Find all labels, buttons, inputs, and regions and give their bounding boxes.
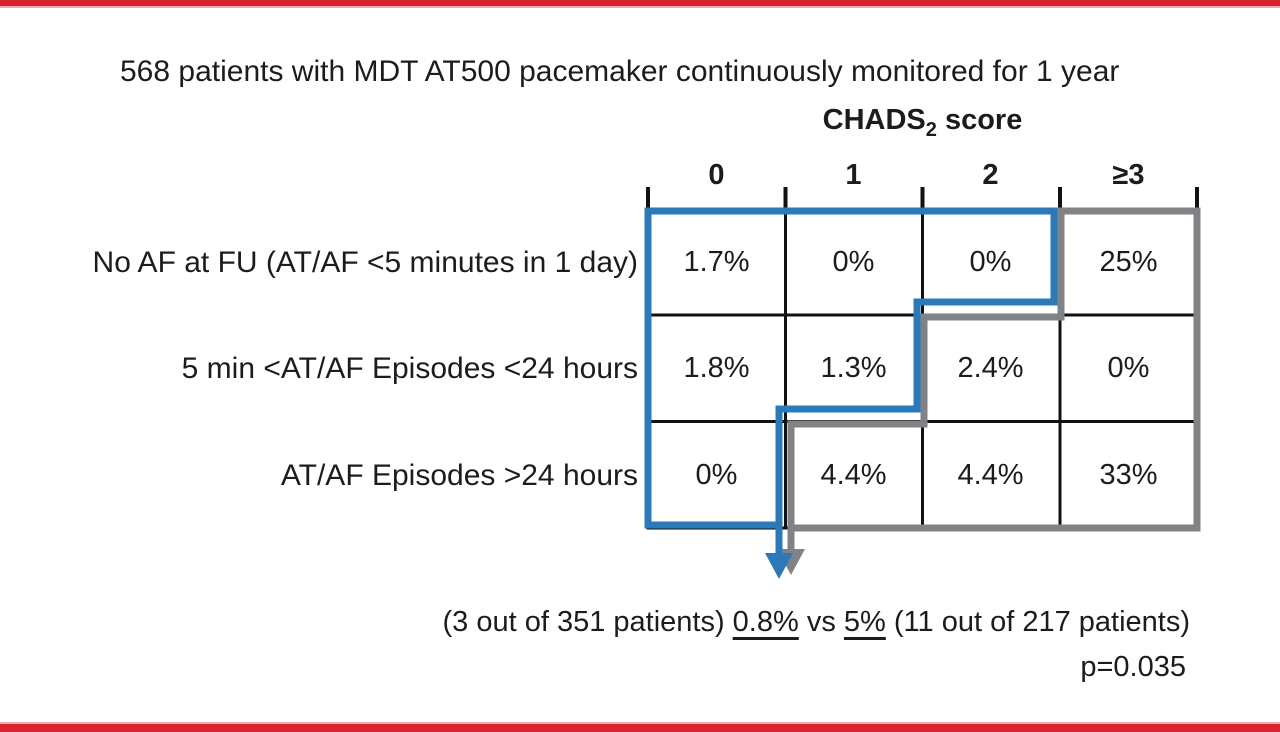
row-label-over-24h: AT/AF Episodes >24 hours <box>280 459 638 492</box>
comparison-prefix: (3 out of 351 patients) <box>442 606 733 638</box>
low-risk-percentage: 0.8% <box>732 606 799 638</box>
row-label-5min-24h: 5 min <AT/AF Episodes <24 hours <box>181 352 638 385</box>
col-header-2: 2 <box>982 159 999 191</box>
top-red-rule <box>0 0 1280 6</box>
col-header-1: 1 <box>845 159 862 191</box>
comparison-suffix: (11 out of 217 patients) <box>885 606 1190 638</box>
cell-r0-c2: 0% <box>969 246 1012 278</box>
column-group-header-suffix: score <box>936 104 1023 136</box>
bottom-red-rule-edge <box>0 722 1280 724</box>
row-label-no-af: No AF at FU (AT/AF <5 minutes in 1 day) <box>92 246 638 279</box>
blue-arrow-head <box>765 553 793 579</box>
bottom-red-rule <box>0 724 1280 732</box>
cell-r0-c0: 1.7% <box>683 246 750 278</box>
cell-r0-c3: 25% <box>1099 246 1158 278</box>
cell-r0-c1: 0% <box>832 246 875 278</box>
cell-r2-c1: 4.4% <box>820 459 887 491</box>
cell-r2-c3: 33% <box>1099 459 1158 491</box>
cell-r1-c3: 0% <box>1107 352 1150 384</box>
cell-r1-c2: 2.4% <box>957 352 1024 384</box>
comparison-vs: vs <box>798 606 844 638</box>
gray-arrow-head <box>777 549 805 575</box>
cell-r1-c1: 1.3% <box>820 352 887 384</box>
cell-r1-c0: 1.8% <box>683 352 750 384</box>
cell-r2-c0: 0% <box>695 459 738 491</box>
column-group-header-subscript: 2 <box>925 118 937 141</box>
col-header-ge3: ≥3 <box>1112 159 1145 191</box>
comparison-text: (3 out of 351 patients) 0.8% vs 5% (11 o… <box>0 606 1190 639</box>
cell-r2-c2: 4.4% <box>957 459 1024 491</box>
p-value: p=0.035 <box>1080 651 1186 683</box>
col-header-0: 0 <box>708 159 725 191</box>
high-risk-percentage: 5% <box>843 606 886 638</box>
column-group-header-base: CHADS <box>822 104 926 136</box>
figure-title: 568 patients with MDT AT500 pacemaker co… <box>120 55 1120 88</box>
top-red-rule-edge <box>0 6 1280 8</box>
column-group-header: CHADS2 score <box>648 104 1197 140</box>
